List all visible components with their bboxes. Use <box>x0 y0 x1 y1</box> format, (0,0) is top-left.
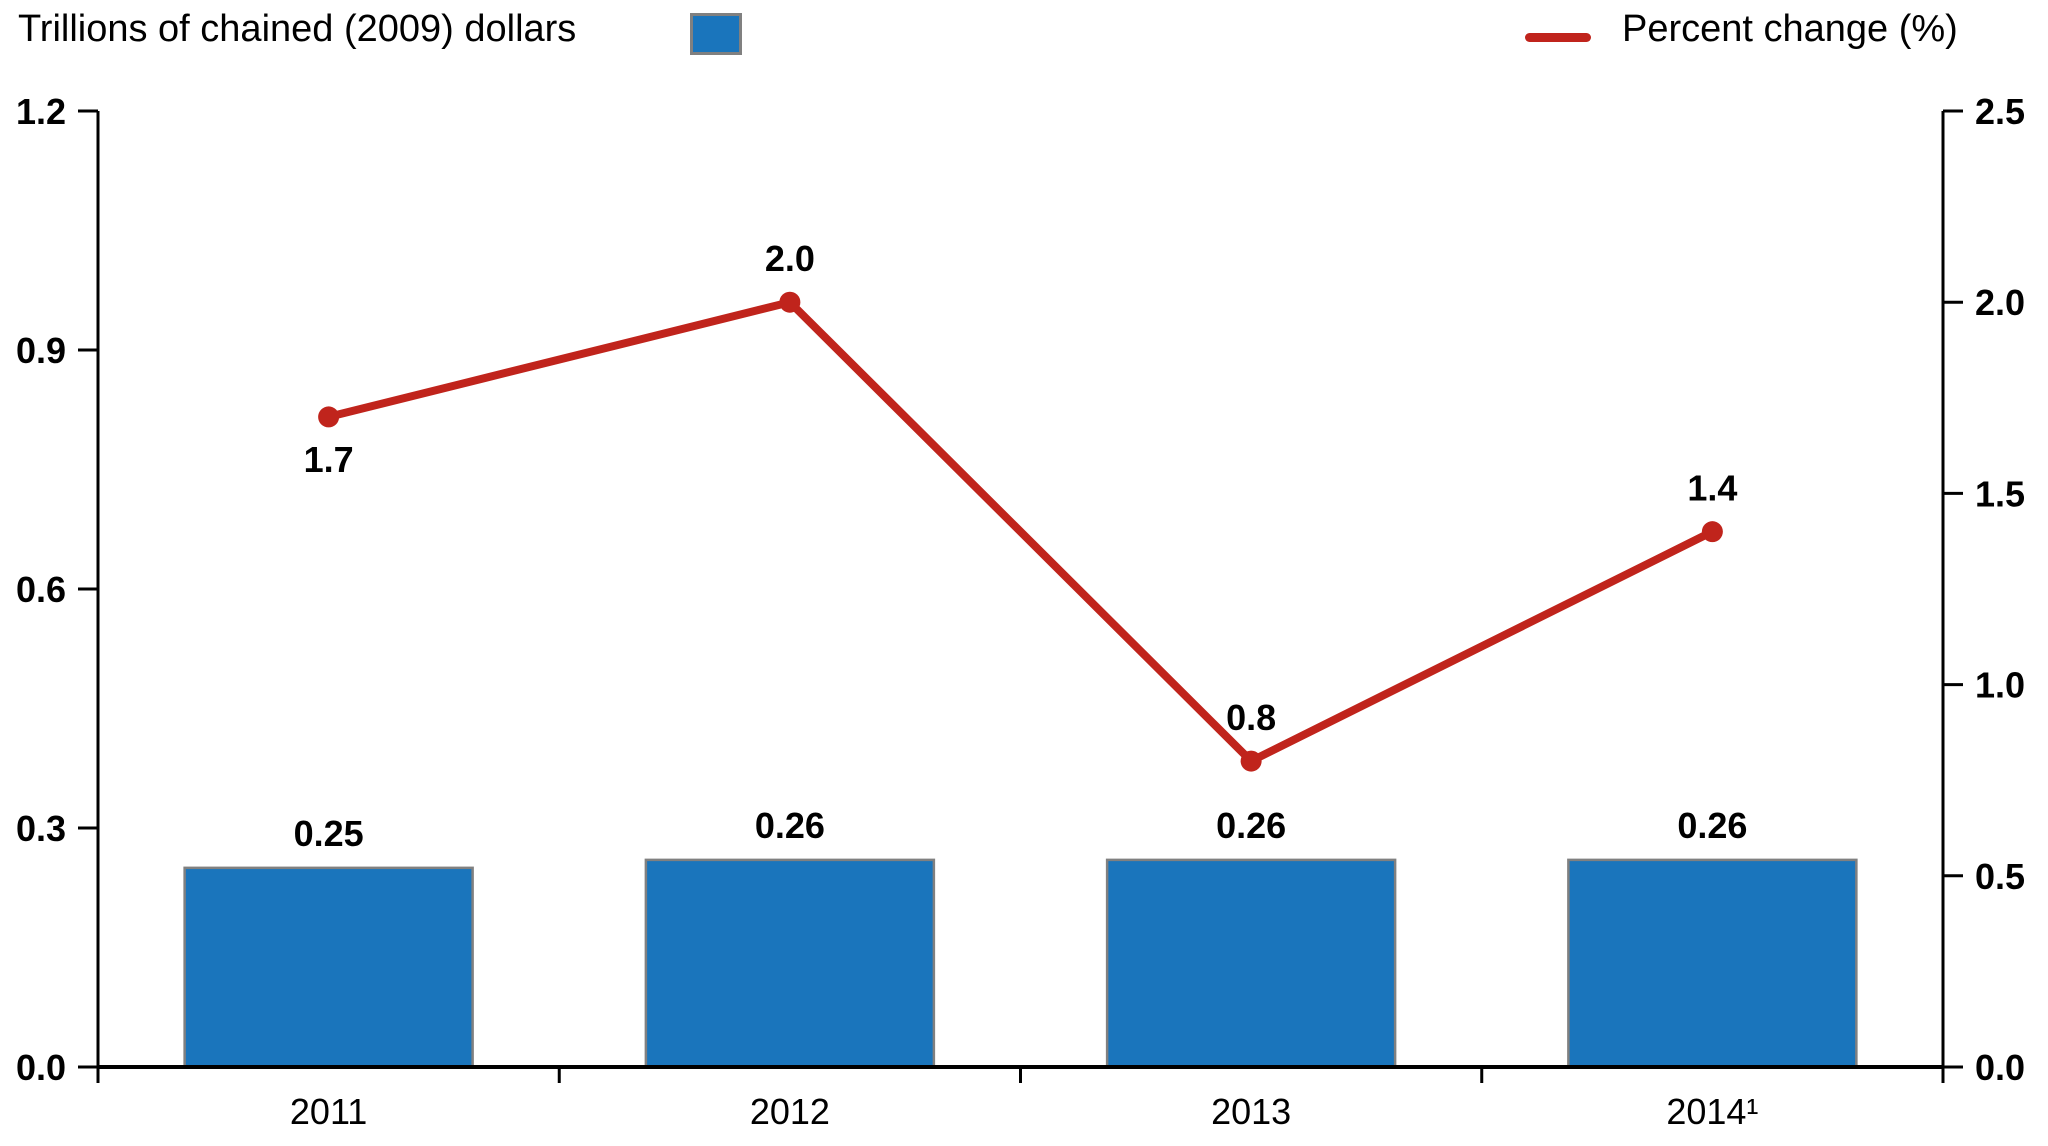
legend-bar-swatch-icon <box>690 13 742 55</box>
legend-bar-series-label: Trillions of chained (2009) dollars <box>18 8 577 50</box>
left-axis-tick-label: 0.0 <box>16 1047 66 1088</box>
line-point-2012 <box>779 291 801 313</box>
line-value-label: 1.7 <box>304 439 354 480</box>
left-axis-tick-label: 1.2 <box>16 91 66 132</box>
line-point-2014¹ <box>1701 521 1723 543</box>
bar-2012 <box>644 858 936 1069</box>
right-axis-tick-label: 2.0 <box>1975 282 2025 323</box>
category-label: 2013 <box>1211 1091 1291 1132</box>
line-value-label: 0.8 <box>1226 697 1276 738</box>
bar-2013 <box>1105 858 1397 1069</box>
right-axis-tick-label: 0.0 <box>1975 1047 2025 1088</box>
category-label: 2014¹ <box>1666 1091 1758 1132</box>
right-axis-tick-label: 2.5 <box>1975 91 2025 132</box>
right-axis-tick-label: 0.5 <box>1975 856 2025 897</box>
category-label: 2011 <box>290 1091 367 1132</box>
line-series <box>324 298 1717 766</box>
bar-value-label: 0.25 <box>294 813 364 854</box>
bar-value-label: 0.26 <box>1677 805 1747 846</box>
right-axis-tick-label: 1.5 <box>1975 473 2025 514</box>
line-point-2011 <box>318 406 340 428</box>
category-label: 2012 <box>750 1091 830 1132</box>
bar-2011 <box>183 866 474 1069</box>
left-axis-tick-label: 0.9 <box>16 330 66 371</box>
line-value-label: 1.4 <box>1687 468 1737 509</box>
legend-line-swatch-icon <box>1525 33 1591 42</box>
bar-2014¹ <box>1567 858 1858 1069</box>
line-value-label: 2.0 <box>765 238 815 279</box>
right-axis-tick-label: 1.0 <box>1975 665 2025 706</box>
bar-value-label: 0.26 <box>755 805 825 846</box>
left-axis-tick-label: 0.6 <box>16 569 66 610</box>
line-point-2013 <box>1240 750 1262 772</box>
legend-line-series-label: Percent change (%) <box>1622 8 1958 50</box>
left-axis-tick-label: 0.3 <box>16 808 66 849</box>
bar-value-label: 0.26 <box>1216 805 1286 846</box>
